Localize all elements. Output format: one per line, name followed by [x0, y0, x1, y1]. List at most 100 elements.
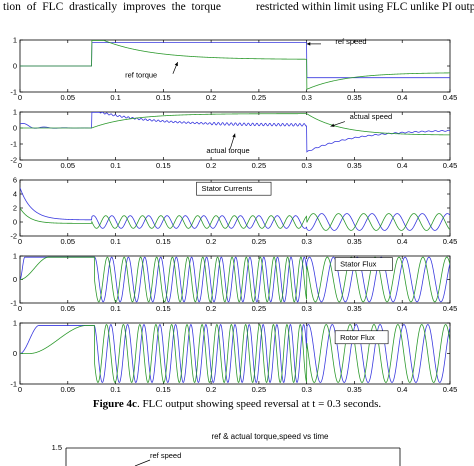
next-figure-annotation: ref speed — [150, 451, 181, 460]
x-tick-label: 0.05 — [60, 161, 75, 170]
series-ref_torque — [20, 40, 450, 90]
panel-3: 0 0.05 0.1 0.15 0.2 0.25 0.3 0.35 0.4 0.45-20246S… — [10, 176, 457, 247]
annotation-actual-torque: actual torque — [206, 146, 249, 155]
x-tick-label: 0.25 — [252, 385, 267, 394]
panel-4: 0 0.05 0.1 0.15 0.2 0.25 0.3 0.35 0.4 0.45-101Sta… — [10, 252, 457, 314]
y-tick-label: 0 — [13, 62, 17, 71]
y-tick-label: -1 — [10, 88, 17, 97]
annotation-arrowhead — [330, 123, 335, 127]
panel-frame — [19, 111, 451, 161]
x-tick-label: 0.3 — [301, 161, 311, 170]
x-tick-label: 0.3 — [301, 304, 311, 313]
x-tick-label: 0 — [18, 385, 22, 394]
annotation-rotor-flux: Rotor Flux — [340, 333, 375, 342]
next-figure-title: ref & actual torque,speed vs time — [211, 432, 329, 441]
y-tick-label: -2 — [10, 156, 17, 165]
x-tick-label: 0.4 — [397, 385, 407, 394]
series-ref_speed — [20, 42, 450, 79]
next-figure: 1.5 ref speed — [52, 443, 401, 466]
x-tick-label: 0.35 — [347, 237, 362, 246]
x-tick-label: 0.3 — [301, 237, 311, 246]
y-tick-label: -1 — [10, 140, 17, 149]
y-tick-label: 1 — [13, 252, 17, 261]
series-actual_torque — [20, 112, 450, 153]
x-tick-label: 0.1 — [110, 161, 120, 170]
next-figure-ytick: 1.5 — [52, 443, 62, 452]
x-tick-label: 0.2 — [206, 237, 216, 246]
caption-label: Figure 4c — [92, 398, 137, 410]
y-tick-label: 0 — [13, 275, 17, 284]
x-tick-label: 0.05 — [60, 237, 75, 246]
annotation-arrowhead — [232, 133, 236, 138]
y-tick-label: 6 — [13, 176, 17, 185]
x-tick-label: 0.25 — [252, 93, 267, 102]
y-tick-label: 2 — [13, 204, 17, 213]
x-tick-label: 0.2 — [206, 385, 216, 394]
x-tick-label: 0.3 — [301, 93, 311, 102]
y-tick-label: 0 — [13, 218, 17, 227]
annotation-actual-speed: actual speed — [350, 112, 393, 121]
x-tick-label: 0.25 — [252, 161, 267, 170]
x-tick-label: 0.25 — [252, 237, 267, 246]
annotation-stator-flux: Stator Flux — [340, 260, 377, 269]
x-tick-label: 0.15 — [156, 93, 171, 102]
header-left-text: tion of FLC drastically improves the tor… — [3, 1, 221, 13]
x-tick-label: 0.45 — [443, 304, 458, 313]
panel-2: 0 0.05 0.1 0.15 0.2 0.25 0.3 0.35 0.4 0.45 -2 -1 0 1 a… — [10, 108, 457, 171]
x-tick-label: 0.05 — [60, 93, 75, 102]
annotation-stator-currents: Stator Currents — [202, 184, 253, 193]
y-tick-label: 1 — [13, 36, 17, 45]
y-tick-label: -2 — [10, 232, 17, 241]
x-tick-label: 0.35 — [347, 304, 362, 313]
x-tick-label: 0.1 — [110, 237, 120, 246]
header-right-text: restricted within limit using FLC unlike… — [256, 1, 474, 13]
y-tick-label: 1 — [13, 319, 17, 328]
x-tick-label: 0.4 — [397, 304, 407, 313]
x-tick-label: 0.3 — [301, 385, 311, 394]
series-actual_speed — [20, 113, 450, 136]
x-tick-label: 0.1 — [110, 385, 120, 394]
series-current_a — [20, 187, 450, 231]
y-tick-label: -1 — [10, 380, 17, 389]
x-tick-label: 0.25 — [252, 304, 267, 313]
x-tick-label: 0.1 — [110, 93, 120, 102]
y-tick-label: 1 — [13, 108, 17, 117]
x-tick-label: 0 — [18, 237, 22, 246]
panel-5: 0 0.05 0.1 0.15 0.2 0.25 0.3 0.35 0.4 0.45-101Rot… — [10, 319, 457, 395]
x-tick-label: 0 — [18, 304, 22, 313]
x-tick-label: 0.4 — [397, 93, 407, 102]
caption-text: . FLC output showing speed reversal at t… — [136, 398, 382, 410]
x-tick-label: 0.05 — [60, 304, 75, 313]
x-tick-label: 0.45 — [443, 237, 458, 246]
series-current_b — [20, 207, 450, 231]
x-tick-label: 0.15 — [156, 385, 171, 394]
next-figure-arrow — [134, 459, 151, 466]
x-tick-label: 0.2 — [206, 304, 216, 313]
annotation-box — [334, 257, 393, 271]
x-tick-label: 0.4 — [397, 237, 407, 246]
y-tick-label: -1 — [10, 299, 17, 308]
annotation-arrowhead — [306, 42, 311, 46]
annotation-ref-torque: ref torque — [125, 71, 157, 80]
y-tick-label: 0 — [13, 124, 17, 133]
x-tick-label: 0.45 — [443, 385, 458, 394]
x-tick-label: 0.05 — [60, 385, 75, 394]
panel-1: 0 0.05 0.1 0.15 0.2 0.25 0.3 0.35 0.4 0.45-101 ref… — [10, 36, 457, 103]
x-tick-label: 0.4 — [397, 161, 407, 170]
x-tick-label: 0.15 — [156, 161, 171, 170]
x-tick-label: 0 — [18, 93, 22, 102]
annotation-box — [334, 330, 389, 345]
figure-4c: 0 0.05 0.1 0.15 0.2 0.25 0.3 0.35 0.4 0.45-101 ref… — [10, 36, 457, 395]
x-tick-label: 0.15 — [156, 237, 171, 246]
annotation-arrowhead — [174, 62, 178, 67]
x-tick-label: 0.15 — [156, 304, 171, 313]
y-tick-label: 4 — [13, 190, 17, 199]
annotation-box — [196, 181, 272, 196]
x-tick-label: 0 — [18, 161, 22, 170]
x-tick-label: 0.45 — [443, 93, 458, 102]
x-tick-label: 0.2 — [206, 161, 216, 170]
x-tick-label: 0.35 — [347, 93, 362, 102]
x-tick-label: 0.2 — [206, 93, 216, 102]
x-tick-label: 0.1 — [110, 304, 120, 313]
x-tick-label: 0.35 — [347, 385, 362, 394]
